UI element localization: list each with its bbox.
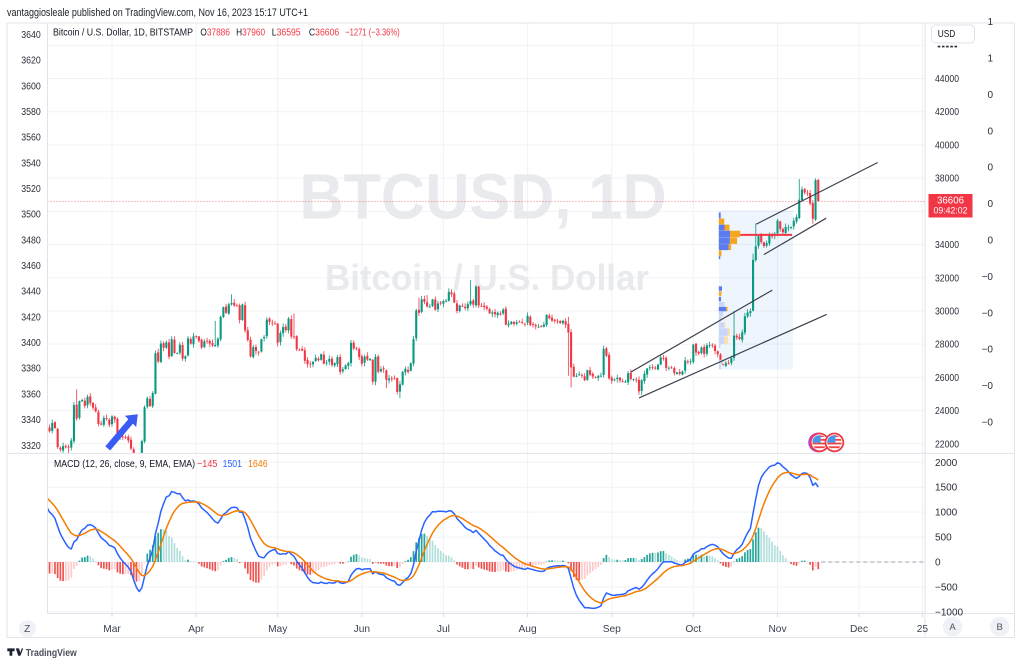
svg-text:3560: 3560 — [21, 133, 41, 144]
svg-text:vantaggiosleale published on T: vantaggiosleale published on TradingView… — [7, 7, 308, 19]
svg-text:28000: 28000 — [935, 340, 959, 351]
svg-text:0: 0 — [987, 236, 993, 247]
svg-text:O37886: O37886 — [200, 28, 230, 39]
svg-text:36606: 36606 — [937, 195, 964, 206]
svg-text:Sep: Sep — [603, 624, 621, 635]
svg-text:Nov: Nov — [768, 624, 787, 635]
svg-text:3500: 3500 — [21, 210, 41, 221]
svg-text:1: 1 — [987, 17, 993, 28]
svg-text:−1271 (−3.36%): −1271 (−3.36%) — [345, 28, 400, 39]
svg-text:L36595: L36595 — [272, 28, 301, 39]
svg-text:Bitcoin / U.S. Dollar: Bitcoin / U.S. Dollar — [325, 257, 649, 298]
svg-text:1500: 1500 — [935, 483, 958, 494]
svg-text:3540: 3540 — [21, 158, 41, 169]
svg-text:−0: −0 — [982, 345, 994, 356]
svg-text:26000: 26000 — [935, 373, 959, 384]
svg-text:38000: 38000 — [935, 174, 959, 185]
svg-text:1646: 1646 — [248, 459, 268, 470]
svg-text:0: 0 — [987, 90, 993, 101]
svg-text:−1000: −1000 — [935, 607, 964, 618]
svg-text:Oct: Oct — [685, 624, 701, 635]
svg-text:42000: 42000 — [935, 107, 959, 118]
svg-text:TradingView: TradingView — [26, 648, 77, 659]
svg-text:Aug: Aug — [519, 624, 537, 635]
svg-text:−0: −0 — [982, 381, 994, 392]
svg-text:34000: 34000 — [935, 240, 959, 251]
svg-text:22000: 22000 — [935, 439, 959, 450]
svg-text:B: B — [997, 622, 1003, 633]
svg-text:Jun: Jun — [354, 624, 370, 635]
svg-text:−0: −0 — [982, 308, 994, 319]
svg-text:−500: −500 — [935, 582, 958, 593]
svg-text:BTCUSD, 1D: BTCUSD, 1D — [300, 161, 667, 233]
svg-text:3460: 3460 — [21, 261, 41, 272]
svg-text:500: 500 — [935, 533, 952, 544]
svg-text:3520: 3520 — [21, 184, 41, 195]
svg-text:32000: 32000 — [935, 273, 959, 284]
svg-text:Apr: Apr — [188, 624, 204, 635]
svg-text:3480: 3480 — [21, 235, 41, 246]
svg-text:0: 0 — [935, 558, 941, 569]
svg-text:A: A — [949, 622, 956, 633]
svg-text:0: 0 — [987, 199, 993, 210]
svg-text:3400: 3400 — [21, 338, 41, 349]
svg-text:Z: Z — [24, 624, 30, 635]
svg-text:1: 1 — [987, 54, 993, 65]
svg-text:3580: 3580 — [21, 107, 41, 118]
svg-text:−145: −145 — [197, 459, 218, 470]
svg-text:3420: 3420 — [21, 312, 41, 323]
svg-text:44000: 44000 — [935, 74, 959, 85]
svg-text:1501: 1501 — [223, 459, 243, 470]
svg-text:Dec: Dec — [850, 624, 868, 635]
svg-text:3340: 3340 — [21, 415, 41, 426]
svg-text:1000: 1000 — [935, 508, 958, 519]
svg-text:Jul: Jul — [437, 624, 450, 635]
svg-text:0: 0 — [987, 126, 993, 137]
svg-text:May: May — [268, 624, 288, 635]
svg-text:3440: 3440 — [21, 287, 41, 298]
svg-text:H37960: H37960 — [236, 28, 265, 39]
svg-text:3620: 3620 — [21, 56, 41, 67]
svg-text:30000: 30000 — [935, 306, 959, 317]
svg-text:2000: 2000 — [935, 458, 958, 469]
svg-text:C36606: C36606 — [309, 28, 340, 39]
svg-text:3640: 3640 — [21, 30, 41, 41]
svg-text:3320: 3320 — [21, 441, 41, 452]
svg-text:MACD (12, 26, close, 9, EMA, E: MACD (12, 26, close, 9, EMA, EMA) — [54, 459, 195, 470]
svg-text:3600: 3600 — [21, 81, 41, 92]
svg-text:USD: USD — [938, 29, 956, 40]
svg-text:24000: 24000 — [935, 406, 959, 417]
svg-text:3380: 3380 — [21, 364, 41, 375]
svg-text:3360: 3360 — [21, 389, 41, 400]
svg-text:09:42:02: 09:42:02 — [934, 206, 968, 216]
svg-text:25: 25 — [917, 624, 929, 635]
svg-text:Mar: Mar — [103, 624, 121, 635]
svg-text:40000: 40000 — [935, 140, 959, 151]
svg-text:−0: −0 — [982, 418, 994, 429]
svg-text:0: 0 — [987, 163, 993, 174]
svg-text:−0: −0 — [982, 272, 994, 283]
svg-text:Bitcoin / U.S. Dollar, 1D, BIT: Bitcoin / U.S. Dollar, 1D, BITSTAMP — [53, 28, 193, 39]
